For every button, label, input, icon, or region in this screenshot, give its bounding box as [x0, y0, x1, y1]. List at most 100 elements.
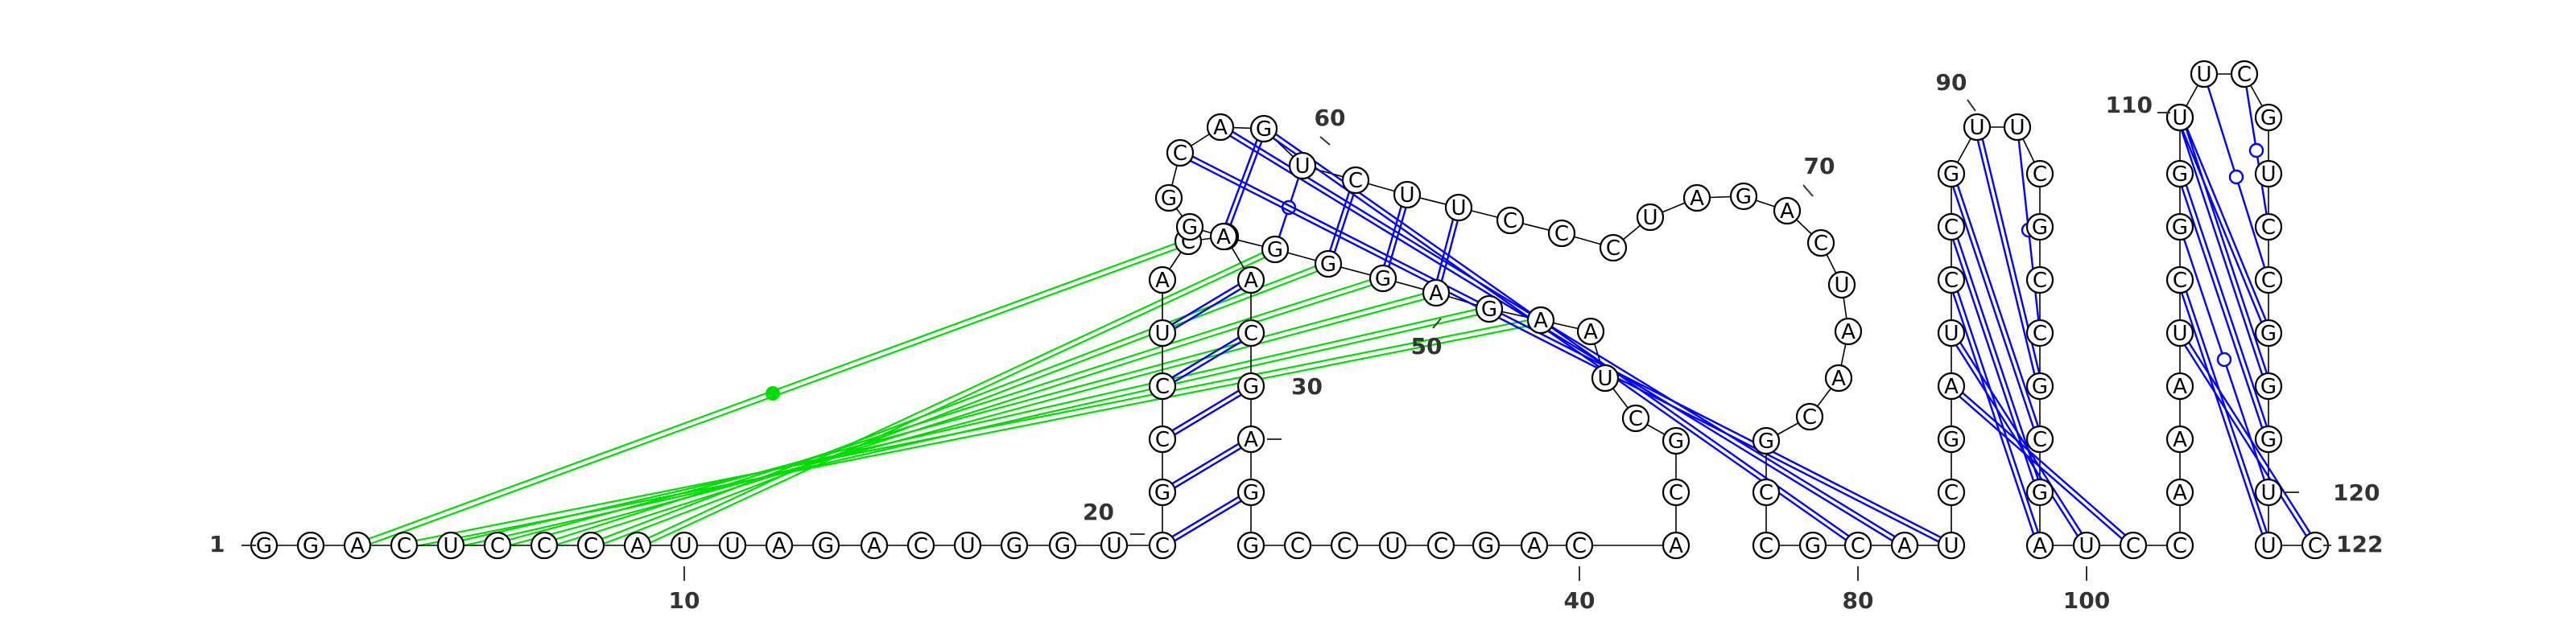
nucleotide-3: A	[343, 531, 372, 560]
nucleotide-circle	[436, 531, 465, 560]
pseudoknot-pair-line	[590, 265, 1329, 550]
nucleotide-circle	[1827, 270, 1856, 299]
nucleotide-112: C	[2230, 60, 2259, 88]
wc-pair-line	[1440, 220, 1459, 282]
wc-pair-line	[1174, 500, 1242, 542]
nucleotide-circle	[1591, 364, 1620, 393]
nucleotide-13: G	[811, 531, 840, 560]
nucleotide-101: C	[2165, 531, 2194, 560]
nucleotide-36: U	[1378, 531, 1407, 560]
nucleotide-circle	[1472, 531, 1501, 560]
nucleotide-42: C	[1662, 478, 1690, 507]
nucleotide-circle	[765, 531, 794, 560]
nucleotide-22: C	[1148, 425, 1177, 454]
nucleotide-64: C	[1547, 219, 1576, 248]
nucleotide-base-label: A	[1780, 199, 1794, 224]
nucleotide-circle	[2025, 265, 2054, 294]
nucleotide-circle	[1341, 166, 1370, 195]
wc-pair-line	[1272, 137, 1847, 541]
nucleotide-4: C	[390, 531, 419, 560]
nucleotide-circle	[530, 531, 559, 560]
nucleotide-78: G	[1798, 531, 1827, 560]
nucleotide-circle	[1963, 113, 1992, 142]
nucleotide-31: A	[1236, 425, 1265, 454]
nucleotide-base-label: C	[397, 534, 411, 558]
wc-pair-line	[2181, 186, 2264, 429]
nucleotide-62: U	[1444, 193, 1473, 222]
nucleotide-67: A	[1682, 183, 1711, 212]
nucleotide-circle	[1100, 531, 1129, 560]
nucleotide-base-label: G	[1736, 185, 1752, 209]
nucleotide-35: C	[1330, 531, 1359, 560]
nucleotide-base-label: C	[537, 534, 551, 558]
nucleotide-base-label: C	[490, 534, 505, 558]
nucleotide-base-label: A	[1897, 534, 1912, 558]
nucleotide-circle	[2025, 212, 2054, 241]
nucleotide-base-label: C	[2237, 63, 2252, 87]
wc-pair-line	[1436, 219, 1455, 281]
nucleotide-base-label: A	[1216, 225, 1231, 249]
nucleotide-circle	[1444, 193, 1473, 222]
nucleotide-86: C	[1937, 265, 1966, 294]
nucleotide-base-label: U	[2172, 106, 2187, 130]
nucleotide-circle	[1636, 203, 1665, 232]
nucleotide-base-label: A	[1669, 534, 1683, 558]
nucleotide-circle	[2072, 531, 2101, 560]
nucleotide-106: C	[2165, 265, 2194, 294]
nucleotide-base-label: C	[1944, 216, 1959, 240]
nucleotide-34: C	[1283, 531, 1312, 560]
wc-pair-line	[1956, 237, 2039, 480]
nucleotide-base-label: U	[443, 534, 458, 558]
nucleotide-circle	[1937, 478, 1966, 507]
pseudoknot-pair-line	[497, 289, 1437, 545]
wc-pair-line	[1275, 133, 1850, 537]
nucleotide-base-label: G	[1006, 534, 1022, 558]
nucleotide-41: A	[1662, 531, 1690, 560]
nucleotide-base-label: G	[2172, 162, 2188, 187]
nucleotide-circle	[1682, 183, 1711, 212]
nucleotide-base-label: A	[1690, 187, 1704, 211]
nucleotide-76: C	[1752, 478, 1781, 507]
nucleotide-base-label: A	[1213, 116, 1228, 140]
nucleotide-18: G	[1048, 531, 1077, 560]
nucleotide-96: C	[2025, 425, 2054, 454]
nucleotide-base-label: G	[1943, 428, 1959, 452]
nucleotide-circle	[1834, 317, 1863, 346]
position-label-120: 120	[2333, 479, 2380, 506]
wc-pair-line	[1174, 446, 1242, 489]
nucleotide-122: C	[2301, 531, 2330, 560]
nucleotide-base-label: G	[2260, 428, 2277, 452]
nucleotide-base-label: G	[2172, 216, 2188, 240]
nucleotide-19: U	[1100, 531, 1129, 560]
nucleotide-71: U	[1827, 270, 1856, 299]
nucleotide-circle	[1475, 294, 1504, 323]
position-tick	[1319, 136, 1331, 146]
position-label-20: 20	[1083, 499, 1114, 525]
nucleotide-119: G	[2254, 425, 2283, 454]
nucleotide-circle	[1496, 206, 1525, 235]
nucleotide-circle	[1599, 233, 1628, 262]
nucleotide-base-label: G	[1243, 481, 1259, 505]
nucleotide-5: U	[436, 531, 465, 560]
wc-pair-line	[2185, 184, 2268, 427]
position-label-100: 100	[2063, 587, 2110, 614]
nucleotide-circle	[1576, 317, 1605, 346]
nucleotide-circle	[1729, 182, 1758, 211]
wc-pair-line	[1952, 186, 2035, 429]
nucleotide-55: G	[1154, 183, 1183, 212]
nucleotide-base-label: U	[1451, 196, 1466, 220]
nucleotide-base-label: U	[1834, 273, 1849, 298]
nucleotide-base-label: A	[772, 534, 786, 558]
nucleotide-circle	[1662, 426, 1690, 455]
pseudoknot-pair-line	[450, 305, 1490, 545]
nucleotide-base-label: G	[1478, 534, 1494, 558]
nucleotide-53: A	[1209, 222, 1238, 251]
nucleotide-circle	[1520, 531, 1549, 560]
nucleotide-base-label: G	[2260, 106, 2277, 130]
nucleotide-base-label: C	[1155, 375, 1170, 399]
gu-pair-marker	[2228, 169, 2244, 185]
nucleotide-base-label: U	[1642, 206, 1657, 230]
nucleotide-circle	[1547, 219, 1576, 248]
nucleotide-11: U	[718, 531, 747, 560]
nucleotide-circle	[1236, 265, 1265, 294]
